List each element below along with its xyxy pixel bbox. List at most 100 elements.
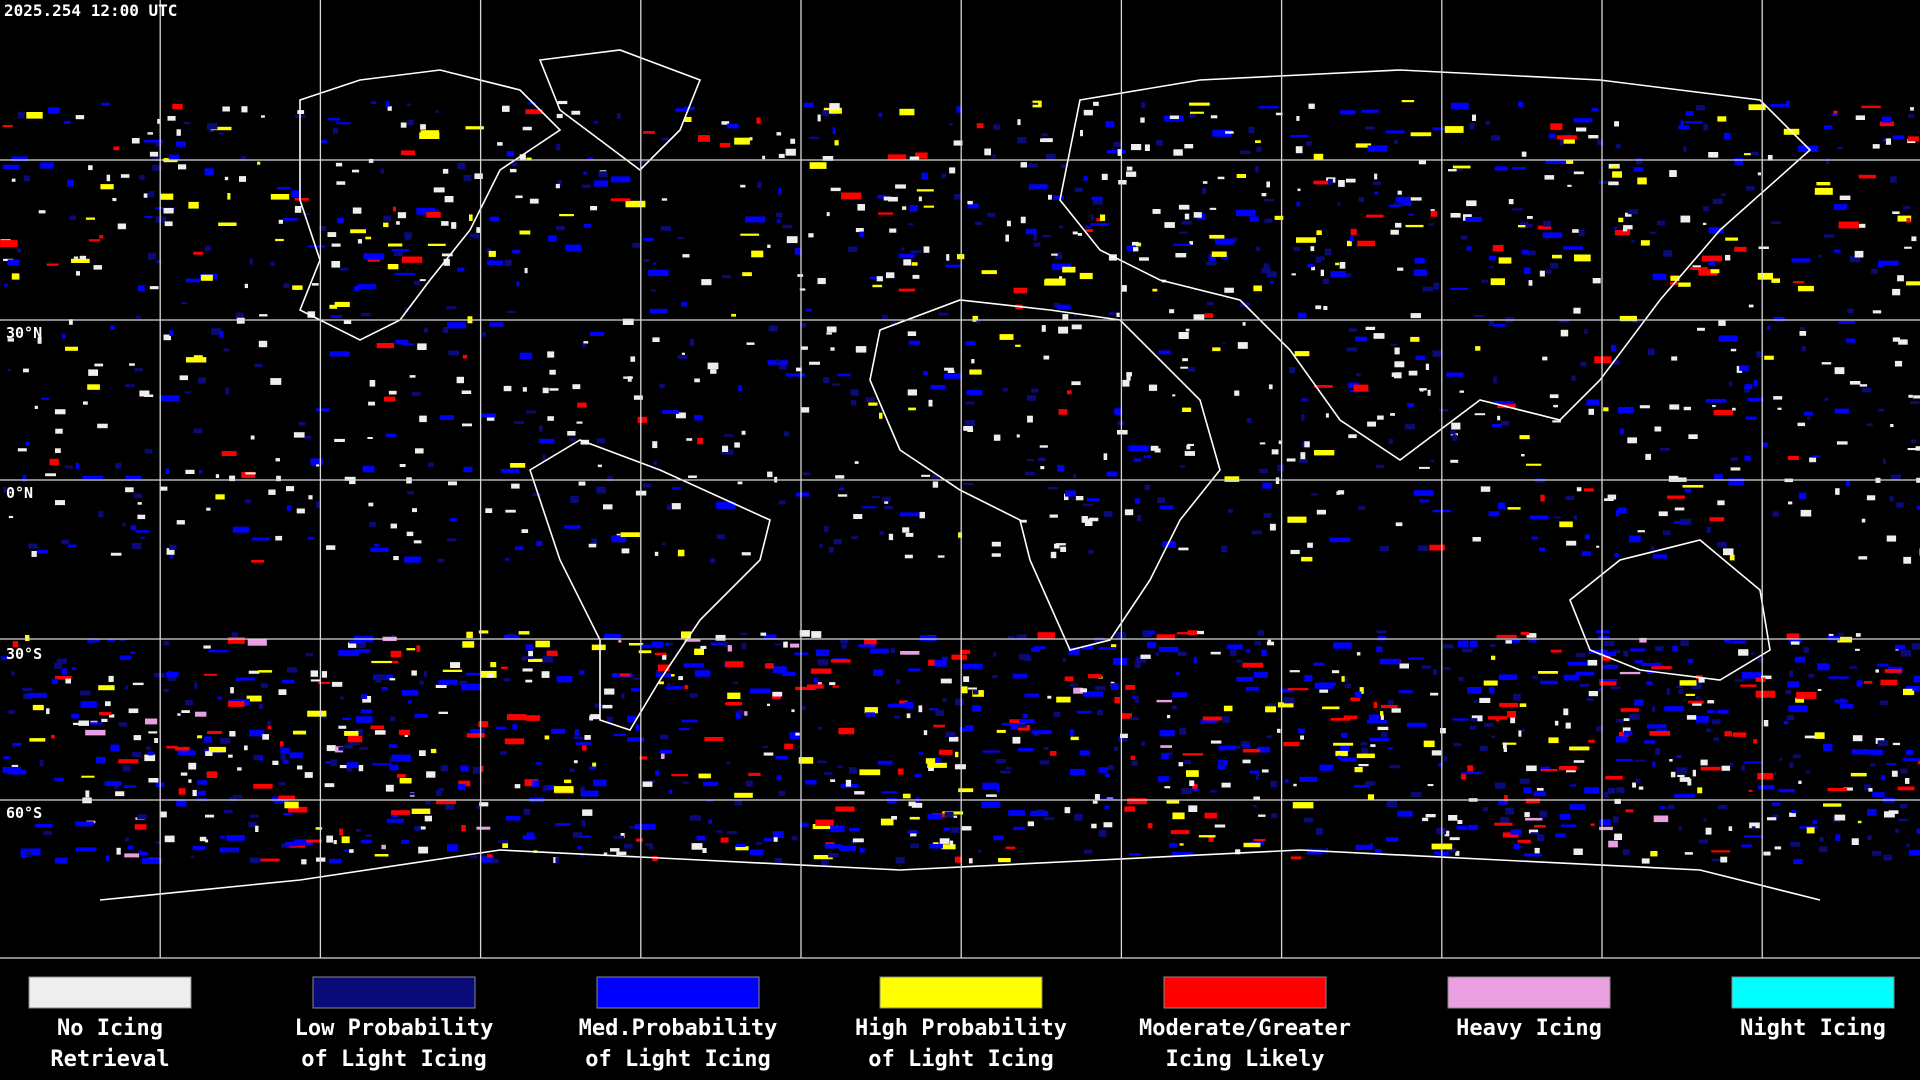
icing-patch xyxy=(413,540,422,544)
icing-patch xyxy=(559,214,574,217)
icing-patch xyxy=(1116,312,1120,318)
icing-patch xyxy=(320,140,328,143)
icing-patch xyxy=(401,343,415,346)
icing-patch xyxy=(725,661,744,668)
icing-patch xyxy=(632,242,642,248)
icing-patch xyxy=(1091,196,1103,201)
icing-patch xyxy=(1890,176,1897,183)
icing-patch xyxy=(716,534,726,540)
icing-patch xyxy=(1824,125,1833,130)
icing-patch xyxy=(993,124,1000,130)
icing-patch xyxy=(143,193,148,198)
icing-patch xyxy=(1518,101,1524,107)
icing-patch xyxy=(616,851,627,856)
icing-patch xyxy=(1883,260,1899,266)
icing-patch xyxy=(1339,262,1346,269)
icing-patch xyxy=(735,712,742,719)
icing-patch xyxy=(1798,492,1807,500)
icing-patch xyxy=(1227,509,1233,513)
icing-patch xyxy=(1269,523,1276,531)
icing-patch xyxy=(204,245,212,251)
icing-patch xyxy=(1408,657,1425,660)
icing-patch xyxy=(248,821,257,828)
icing-patch xyxy=(871,496,880,499)
icing-patch xyxy=(1720,856,1728,863)
icing-patch xyxy=(652,337,660,342)
icing-patch xyxy=(1342,676,1348,682)
icing-patch xyxy=(131,542,142,550)
icing-patch xyxy=(1886,763,1897,766)
icing-patch xyxy=(228,701,245,707)
icing-patch xyxy=(577,402,587,408)
icing-patch xyxy=(1139,257,1149,261)
icing-patch xyxy=(1134,696,1139,703)
icing-patch xyxy=(157,118,161,124)
icing-patch xyxy=(1839,195,1851,200)
icing-patch xyxy=(1038,457,1046,462)
icing-patch xyxy=(1826,158,1830,164)
icing-patch xyxy=(1150,445,1159,451)
icing-patch xyxy=(555,857,560,864)
icing-patch xyxy=(1156,699,1173,703)
icing-patch xyxy=(1039,760,1050,765)
icing-patch xyxy=(1284,779,1289,783)
icing-patch xyxy=(186,357,207,363)
icing-patch xyxy=(1084,519,1093,526)
icing-patch xyxy=(199,836,207,842)
icing-patch xyxy=(715,634,726,641)
icing-patch xyxy=(1322,278,1330,284)
icing-patch xyxy=(288,806,308,813)
icing-patch xyxy=(569,768,575,773)
icing-patch xyxy=(811,631,822,638)
icing-patch xyxy=(734,792,753,798)
icing-patch xyxy=(815,819,834,826)
icing-patch xyxy=(1527,250,1536,256)
icing-patch xyxy=(424,670,428,678)
icing-patch xyxy=(1297,188,1301,192)
icing-patch xyxy=(1101,173,1108,180)
icing-patch xyxy=(1767,155,1773,161)
icing-patch xyxy=(592,762,597,770)
icing-patch xyxy=(1256,246,1261,251)
icing-patch xyxy=(1270,280,1274,284)
icing-patch xyxy=(65,678,71,684)
icing-patch xyxy=(976,320,981,324)
icing-patch xyxy=(1333,742,1354,746)
icing-patch xyxy=(1194,630,1204,635)
icing-patch xyxy=(1571,375,1576,381)
icing-patch xyxy=(124,837,129,842)
icing-patch xyxy=(1147,641,1157,649)
icing-patch xyxy=(511,483,520,489)
icing-patch xyxy=(7,368,12,372)
icing-patch xyxy=(1376,630,1387,634)
icing-field xyxy=(0,100,1920,866)
icing-patch xyxy=(1588,691,1598,697)
icing-patch xyxy=(502,843,508,848)
icing-patch xyxy=(105,855,110,861)
icing-patch xyxy=(1498,800,1508,805)
icing-patch xyxy=(1027,415,1033,423)
icing-patch xyxy=(1266,735,1272,739)
icing-patch xyxy=(1777,407,1782,410)
icing-patch xyxy=(251,559,264,563)
icing-patch xyxy=(479,802,489,807)
icing-patch xyxy=(1655,748,1661,755)
icing-patch xyxy=(108,675,114,682)
icing-patch xyxy=(1649,731,1671,736)
icing-patch xyxy=(331,243,341,247)
icing-patch xyxy=(1458,640,1469,648)
icing-patch xyxy=(224,809,233,814)
icing-patch xyxy=(1482,807,1488,812)
icing-patch xyxy=(1672,646,1679,651)
icing-patch xyxy=(278,219,283,224)
icing-patch xyxy=(289,752,303,759)
latitude-labels: 30°N0°N30°S60°S xyxy=(6,324,42,822)
icing-patch xyxy=(1017,725,1030,731)
icing-patch xyxy=(1599,679,1617,686)
icing-patch xyxy=(998,858,1011,863)
icing-patch xyxy=(1580,361,1587,367)
icing-patch xyxy=(220,835,225,839)
icing-patch xyxy=(282,759,289,764)
icing-patch xyxy=(1882,138,1886,142)
icing-patch xyxy=(1549,394,1559,399)
